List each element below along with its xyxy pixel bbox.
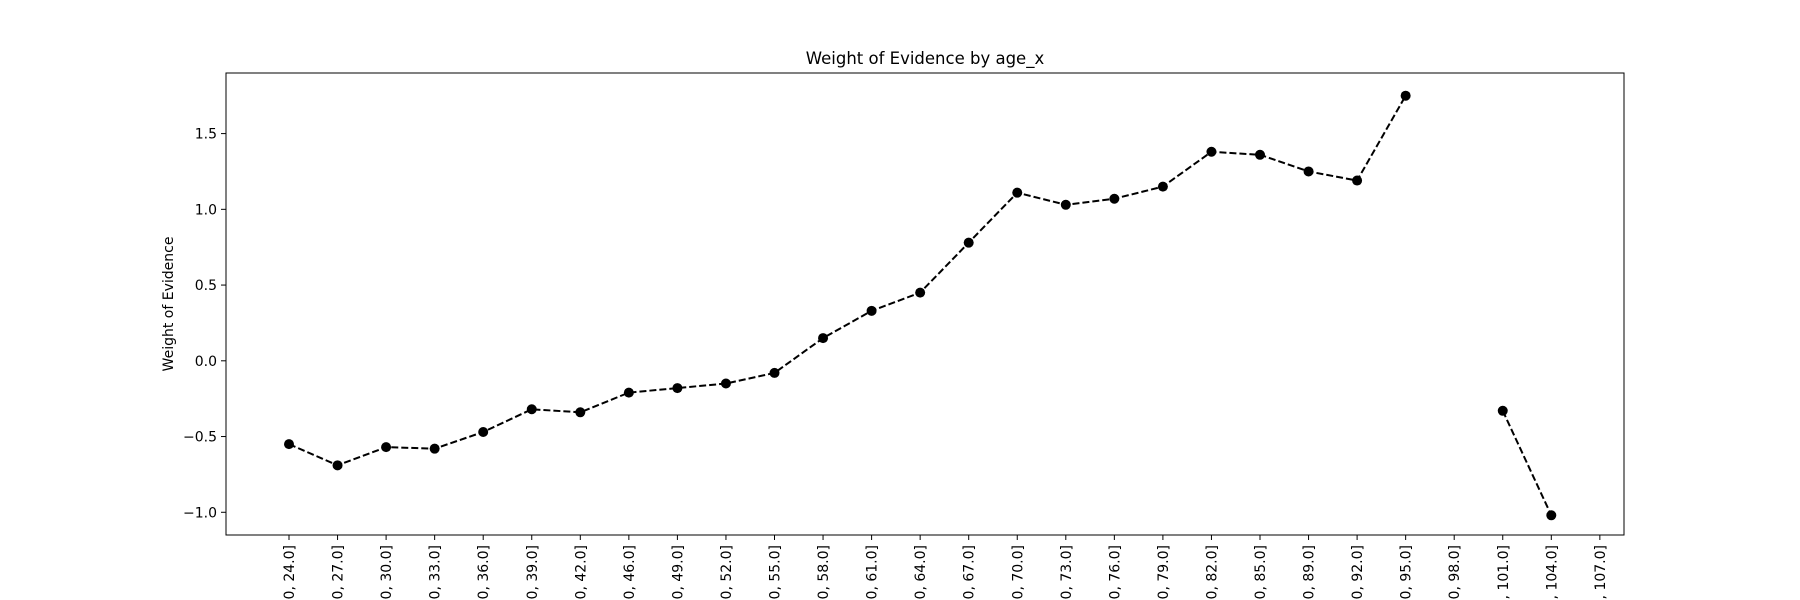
data-point (1400, 90, 1411, 101)
x-tick-label: 0, 46.0] (622, 545, 638, 599)
y-tick-label: 0.0 (195, 354, 217, 370)
data-point (915, 287, 926, 298)
data-point (1546, 510, 1557, 521)
data-point (769, 367, 780, 378)
data-point (526, 404, 537, 415)
data-point (332, 460, 343, 471)
x-tick-label: 0, 36.0] (476, 545, 492, 599)
data-point (478, 426, 489, 437)
series-line (288, 95, 1407, 467)
plot-frame (225, 72, 1625, 536)
data-point (575, 407, 586, 418)
data-point (623, 387, 634, 398)
data-point (381, 442, 392, 453)
x-tick-label: , 101.0] (1496, 545, 1512, 599)
y-tick-label: 0.5 (195, 278, 217, 294)
data-point (720, 378, 731, 389)
x-tick-label: 0, 61.0] (865, 545, 881, 599)
x-tick-label: 0, 98.0] (1447, 545, 1463, 599)
x-tick-label: 0, 85.0] (1253, 545, 1269, 599)
y-tick-label: −1.0 (183, 505, 217, 521)
x-tick-label: 0, 79.0] (1156, 545, 1172, 599)
data-point (866, 305, 877, 316)
x-tick-label: 0, 92.0] (1350, 545, 1366, 599)
y-ticks: −1.0 −0.5 0.0 0.5 1.0 1.5 (183, 127, 226, 521)
y-tick-label: −0.5 (183, 430, 217, 446)
x-tick-label: 0, 67.0] (962, 545, 978, 599)
data-point (963, 237, 974, 248)
x-tick-label: 0, 95.0] (1399, 545, 1415, 599)
x-tick-label: 0, 76.0] (1107, 545, 1123, 599)
data-point (1497, 405, 1508, 416)
x-tick-label: 0, 42.0] (573, 545, 589, 599)
x-tick-label: ), 107.0] (1593, 545, 1609, 600)
chart-title: Weight of Evidence by age_x (806, 49, 1045, 69)
x-tick-label: 0, 70.0] (1010, 545, 1026, 599)
data-point (672, 383, 683, 394)
data-point (1157, 181, 1168, 192)
x-tick-label: 0, 89.0] (1302, 545, 1318, 599)
x-tick-label: 0, 30.0] (379, 545, 395, 599)
x-tick-label: 0, 64.0] (913, 545, 929, 599)
data-point (1303, 166, 1314, 177)
x-tick-label: 0, 73.0] (1059, 545, 1075, 599)
data-point (1206, 146, 1217, 157)
y-tick-label: 1.0 (195, 202, 217, 218)
series-line (1501, 410, 1553, 516)
data-point (1109, 193, 1120, 204)
x-tick-label: 0, 58.0] (816, 545, 832, 599)
data-point (1060, 199, 1071, 210)
x-tick-label: 0, 52.0] (719, 545, 735, 599)
x-tick-label: 0, 49.0] (670, 545, 686, 599)
x-tick-label: 0, 55.0] (768, 545, 784, 599)
woe-series (284, 90, 1557, 521)
x-tick-label: 0, 39.0] (525, 545, 541, 599)
data-point (1255, 149, 1265, 160)
x-tick-label: 0, 24.0] (282, 545, 298, 599)
x-tick-label: , 104.0] (1544, 545, 1560, 599)
x-tick-label: 0, 27.0] (331, 545, 347, 599)
data-point (1352, 175, 1363, 186)
y-axis-label: Weight of Evidence (161, 237, 177, 372)
data-point (284, 439, 294, 450)
data-point (429, 443, 440, 454)
x-ticks: 0, 24.0] 0, 27.0] 0, 30.0] 0, 33.0] 0, 36.0]… (282, 535, 1609, 600)
data-point (1012, 187, 1023, 198)
x-tick-label: 0, 33.0] (428, 545, 444, 599)
x-tick-label: 0, 82.0] (1204, 545, 1220, 599)
y-tick-label: 1.5 (195, 127, 217, 143)
data-point (818, 333, 829, 344)
